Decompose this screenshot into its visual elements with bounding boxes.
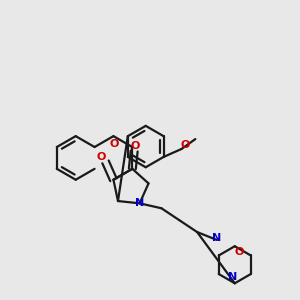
Text: N: N	[212, 233, 222, 243]
Text: O: O	[130, 141, 140, 151]
Text: N: N	[228, 272, 237, 282]
Text: O: O	[181, 140, 190, 150]
Text: O: O	[234, 247, 243, 257]
Text: O: O	[97, 152, 106, 162]
Text: N: N	[135, 198, 144, 208]
Text: O: O	[110, 139, 119, 149]
